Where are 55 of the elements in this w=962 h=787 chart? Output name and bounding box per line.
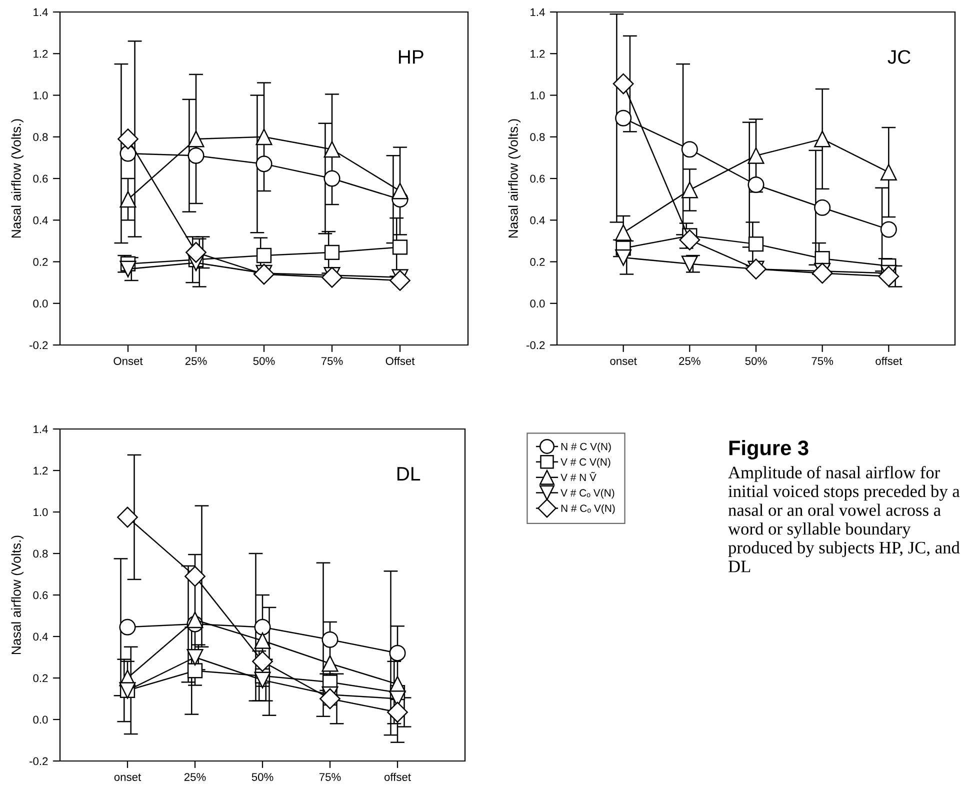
y-tick-label: 0.4 [33, 632, 48, 641]
x-tick-label: 25% [184, 773, 206, 781]
y-tick-label: 0.2 [33, 674, 48, 682]
legend-label: V # C V(N) [560, 458, 610, 468]
y-tick-label: 0.8 [33, 550, 48, 558]
y-axis-title: Nasal airflow (Volts.) [11, 119, 24, 238]
y-tick-label: 1.4 [34, 8, 48, 16]
x-tick-label: Offset [386, 356, 415, 365]
legend-label: N # Cₒ V(N) [561, 504, 615, 514]
text: JC [888, 50, 910, 64]
y-tick-label: 1.4 [530, 8, 545, 16]
y-tick-label: 1.4 [34, 425, 48, 434]
y-tick-label: 0.0 [33, 716, 48, 724]
y-tick-label: -0.2 [526, 341, 545, 350]
y-tick-label: 0.2 [33, 258, 48, 266]
x-tick-label: 50% [745, 357, 767, 365]
y-tick-label: 1.0 [34, 92, 48, 100]
x-tick-label: 50% [252, 773, 274, 781]
x-tick-label: 75% [319, 773, 341, 781]
y-tick-label: 0.6 [33, 174, 48, 183]
y-tick-label: 1.2 [34, 466, 48, 475]
x-tick-label: onset [114, 774, 142, 781]
y-tick-label: 0.2 [530, 258, 545, 266]
text: Figure 3 [729, 440, 808, 460]
text: DL [397, 467, 420, 481]
y-tick-label: 0.6 [530, 174, 545, 183]
y-tick-label: -0.2 [30, 341, 48, 350]
y-tick-label: 0.0 [33, 300, 48, 308]
x-tick-label: 75% [321, 357, 343, 365]
legend-label: V # Cₒ V(N) [560, 488, 614, 499]
x-tick-label: 25% [679, 357, 700, 365]
legend-label: V # N Ṽ [560, 472, 596, 482]
y-tick-label: 0.4 [33, 216, 48, 224]
x-tick-label: 50% [253, 357, 275, 365]
y-tick-label: 1.0 [34, 508, 48, 516]
y-tick-label: -0.2 [30, 757, 48, 766]
x-tick-label: onset [610, 358, 637, 365]
y-axis-title: Nasal airflow (Volts.) [508, 119, 520, 238]
x-tick-label: 25% [185, 357, 207, 365]
x-tick-label: Onset [114, 357, 143, 365]
x-tick-label: 75% [812, 357, 834, 365]
x-tick-label: offset [876, 356, 902, 365]
y-tick-label: 1.2 [530, 50, 545, 58]
text: Amplitude of nasal airflow for initial voiced stops preceded by a nasal or an oral vowel across a word or syllable boundary produced by subjects HP, JC, and DL [728, 466, 960, 572]
y-tick-label: 1.2 [34, 50, 48, 58]
y-tick-label: 0.8 [33, 133, 48, 142]
y-tick-label: 0.8 [530, 133, 545, 142]
y-tick-label: 1.0 [530, 92, 545, 100]
legend-label: N # C V(N) [561, 442, 611, 452]
x-tick-label: offset [384, 772, 411, 781]
text: HP [398, 50, 424, 64]
y-tick-label: 0.0 [530, 300, 545, 308]
y-tick-label: 0.4 [530, 216, 545, 224]
y-axis-title: Nasal airflow (Volts.) [11, 536, 24, 654]
y-tick-label: 0.6 [33, 591, 48, 600]
